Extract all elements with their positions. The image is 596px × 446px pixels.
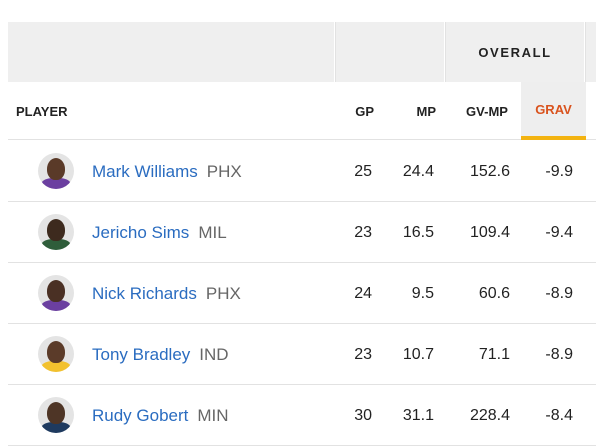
cell-gp: 23 [354,223,372,241]
table-row[interactable]: Jericho Sims MIL 23 16.5 109.4 -9.4 [8,202,596,263]
player-name-link[interactable]: Mark Williams [92,161,198,181]
cell-mp: 31.1 [402,406,434,424]
column-header-grav-sorted[interactable]: GRAV [521,82,586,140]
table-row[interactable]: Tony Bradley IND 23 10.7 71.1 -8.9 [8,324,596,385]
player-headshot-icon[interactable] [38,336,74,372]
column-divider [335,22,336,82]
cell-grav: -8.9 [545,284,573,302]
cell-gp: 25 [354,162,372,180]
player-headshot-icon[interactable] [38,397,74,433]
player-name-link[interactable]: Tony Bradley [92,344,191,364]
header-spacer [586,22,596,82]
player-headshot-icon[interactable] [38,153,74,189]
column-header-mp[interactable]: MP [416,103,437,119]
cell-grav: -9.9 [545,162,573,180]
table-row[interactable]: Mark Williams PHX 25 24.4 152.6 -9.9 [8,141,596,202]
player-team: IND [199,344,229,364]
cell-gv-mp: 109.4 [469,223,510,241]
table-row[interactable]: Rudy Gobert MIN 30 31.1 228.4 -8.4 [8,385,596,446]
player-team: PHX [205,283,241,303]
cell-mp: 16.5 [402,223,434,241]
player-team: MIN [197,405,229,425]
table-row[interactable]: Nick Richards PHX 24 9.5 60.6 -8.9 [8,263,596,324]
column-header-gp[interactable]: GP [355,103,374,119]
table-group-header: OVERALL [8,22,596,82]
player-name-link[interactable]: Nick Richards [92,283,197,303]
cell-gp: 23 [354,345,372,363]
cell-grav: -9.4 [545,223,573,241]
player-name-link[interactable]: Rudy Gobert [92,405,189,425]
cell-gv-mp: 71.1 [478,345,510,363]
column-header-row: PLAYER GP MP GV-MP GRAV [8,82,596,140]
column-divider [585,22,586,82]
header-spacer [8,22,334,82]
cell-gv-mp: 60.6 [478,284,510,302]
player-name-link[interactable]: Jericho Sims [92,222,190,242]
player-headshot-icon[interactable] [38,214,74,250]
cell-mp: 9.5 [411,284,434,302]
overall-group-label: OVERALL [446,22,584,82]
cell-gv-mp: 228.4 [469,406,510,424]
column-divider [445,22,446,82]
cell-grav: -8.9 [545,345,573,363]
column-header-player[interactable]: PLAYER [16,103,68,119]
cell-gv-mp: 152.6 [469,162,510,180]
column-header-gv-mp[interactable]: GV-MP [466,103,508,119]
cell-gp: 24 [354,284,372,302]
cell-mp: 10.7 [402,345,434,363]
player-headshot-icon[interactable] [38,275,74,311]
player-team: PHX [206,161,242,181]
player-team: MIL [198,222,227,242]
cell-grav: -8.4 [545,406,573,424]
header-spacer [336,22,444,82]
cell-mp: 24.4 [402,162,434,180]
cell-gp: 30 [354,406,372,424]
